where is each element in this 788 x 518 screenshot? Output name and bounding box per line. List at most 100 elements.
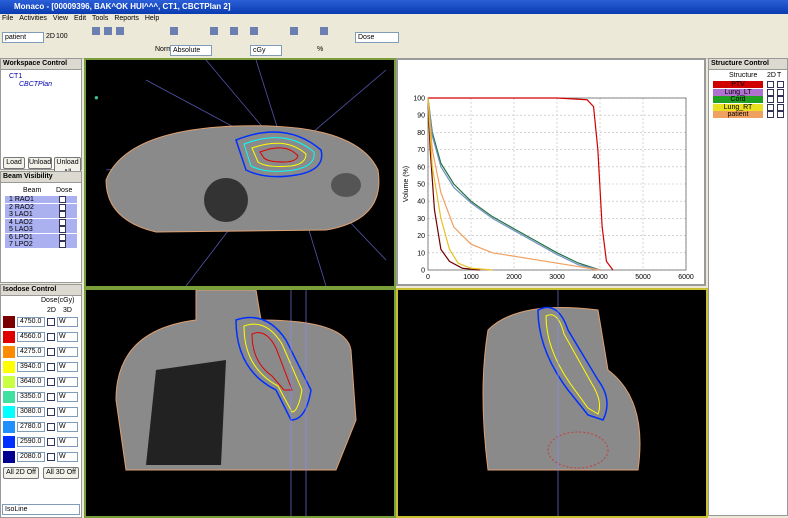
checkbox-2d[interactable]	[47, 333, 55, 341]
panel-header: Beam Visibility	[1, 172, 81, 183]
isodose-value[interactable]: 2080.0	[17, 452, 45, 462]
column-header: Structure	[729, 72, 758, 79]
checkbox-t[interactable]	[777, 88, 784, 96]
checkbox-2d[interactable]	[47, 378, 55, 386]
isodose-value[interactable]: 3940.0	[17, 362, 45, 372]
beam-name[interactable]: 2 RAO2	[9, 203, 34, 211]
structure-name[interactable]: patient	[713, 111, 763, 118]
dose-checkbox[interactable]	[59, 241, 66, 248]
isodose-mode[interactable]: W	[57, 332, 78, 342]
structure-name[interactable]: Lung_LT	[713, 88, 763, 96]
isodose-mode[interactable]: W	[57, 377, 78, 387]
axial-image: ●	[94, 59, 387, 287]
checkbox-2d[interactable]	[47, 318, 55, 326]
isodose-row: 2080.0 W	[3, 450, 79, 465]
checkbox-2d[interactable]	[767, 111, 774, 118]
coronal-image	[115, 289, 357, 516]
sagittal-view[interactable]	[396, 288, 708, 518]
structure-list: PTV Lung_LT Cord Lung_RT patient	[713, 81, 785, 119]
beam-name[interactable]: 5 LAO3	[9, 226, 33, 233]
menu-item[interactable]: File	[2, 15, 14, 22]
panel-header: Isodose Control	[1, 285, 81, 296]
dose-checkbox[interactable]	[59, 203, 66, 211]
unit-combo[interactable]: cGy	[250, 45, 282, 56]
isodose-row: 4275.0 W	[3, 345, 79, 360]
checkbox-t[interactable]	[777, 111, 784, 118]
menu-item[interactable]: Tools	[92, 15, 109, 22]
isodose-mode[interactable]: W	[57, 422, 78, 432]
dvh-curve	[427, 97, 480, 271]
beam-name[interactable]: 3 LAO1	[9, 211, 33, 218]
load-button[interactable]: Load	[3, 157, 25, 169]
checkbox-2d[interactable]	[47, 408, 55, 416]
toolbar: patient 2D 100 Norm: Absolute cGy % Dose	[0, 24, 788, 59]
menu-item[interactable]: View	[52, 15, 68, 22]
menu-item[interactable]: Activities	[19, 15, 47, 22]
y-tick-label: 30	[417, 216, 425, 223]
beam-row: 3 LAO1	[5, 211, 77, 218]
column-header: Beam	[23, 187, 42, 194]
isodose-value[interactable]: 4750.0	[17, 317, 45, 327]
isodose-value[interactable]: 2780.0	[17, 422, 45, 432]
beam-name[interactable]: 4 LAO2	[9, 218, 33, 226]
beam-name[interactable]: 7 LPO2	[9, 241, 33, 248]
isodose-mode[interactable]: W	[57, 392, 78, 402]
tree-item[interactable]: CT1	[9, 73, 23, 80]
checkbox-2d[interactable]	[47, 363, 55, 371]
isodose-mode[interactable]: W	[57, 407, 78, 417]
patient-combo[interactable]: patient	[2, 32, 44, 43]
dose-checkbox[interactable]	[59, 218, 66, 226]
all-2d-off-button[interactable]: All 2D Off	[3, 467, 39, 479]
structure-name[interactable]: Cord	[713, 96, 763, 103]
isodose-value[interactable]: 3640.0	[17, 377, 45, 387]
structure-name[interactable]: PTV	[713, 81, 763, 88]
coronal-view[interactable]	[84, 288, 396, 518]
structure-name[interactable]: Lung_RT	[713, 103, 763, 111]
dose-combo[interactable]: Dose	[355, 32, 399, 43]
isodose-swatch	[3, 436, 15, 448]
isodose-value[interactable]: 4560.0	[17, 332, 45, 342]
isodose-row: 3350.0 W	[3, 390, 79, 405]
unload-button[interactable]: Unload	[28, 157, 52, 169]
structure-row: Lung_RT	[713, 103, 785, 111]
dose-checkbox[interactable]	[59, 226, 66, 233]
y-tick-label: 0	[421, 268, 425, 275]
checkbox-2d[interactable]	[47, 348, 55, 356]
isodose-value[interactable]: 3080.0	[17, 407, 45, 417]
style-combo[interactable]: IsoLine	[2, 504, 80, 515]
beam-name[interactable]: 1 RAO1	[9, 196, 34, 203]
checkbox-2d[interactable]	[767, 103, 774, 111]
beam-name[interactable]: 6 LPO1	[9, 233, 33, 241]
menu-item[interactable]: Reports	[114, 15, 139, 22]
axial-view[interactable]: ●	[84, 58, 396, 288]
checkbox-t[interactable]	[777, 81, 784, 88]
menu-item[interactable]: Edit	[73, 15, 87, 22]
isodose-value[interactable]: 3350.0	[17, 392, 45, 402]
isodose-swatch	[3, 451, 15, 463]
checkbox-2d[interactable]	[767, 96, 774, 103]
norm-combo[interactable]: Absolute	[170, 45, 212, 56]
dose-checkbox[interactable]	[59, 233, 66, 241]
isodose-mode[interactable]: W	[57, 347, 78, 357]
column-header: Dose(cGy)	[41, 297, 75, 304]
checkbox-2d[interactable]	[47, 453, 55, 461]
checkbox-2d[interactable]	[47, 438, 55, 446]
isodose-value[interactable]: 4275.0	[17, 347, 45, 357]
checkbox-2d[interactable]	[47, 393, 55, 401]
checkbox-t[interactable]	[777, 103, 784, 111]
isodose-mode[interactable]: W	[57, 362, 78, 372]
checkbox-t[interactable]	[777, 96, 784, 103]
isodose-mode[interactable]: W	[57, 452, 78, 462]
isodose-value[interactable]: 2590.0	[17, 437, 45, 447]
all-3d-off-button[interactable]: All 3D Off	[43, 467, 79, 479]
checkbox-2d[interactable]	[47, 423, 55, 431]
dose-checkbox[interactable]	[59, 196, 66, 203]
y-tick-label: 60	[417, 164, 425, 171]
checkbox-2d[interactable]	[767, 88, 774, 96]
isodose-mode[interactable]: W	[57, 317, 78, 327]
dose-checkbox[interactable]	[59, 211, 66, 218]
checkbox-2d[interactable]	[767, 81, 774, 88]
isodose-mode[interactable]: W	[57, 437, 78, 447]
menu-item[interactable]: Help	[144, 15, 160, 22]
tree-item[interactable]: CBCTPlan	[19, 81, 53, 88]
